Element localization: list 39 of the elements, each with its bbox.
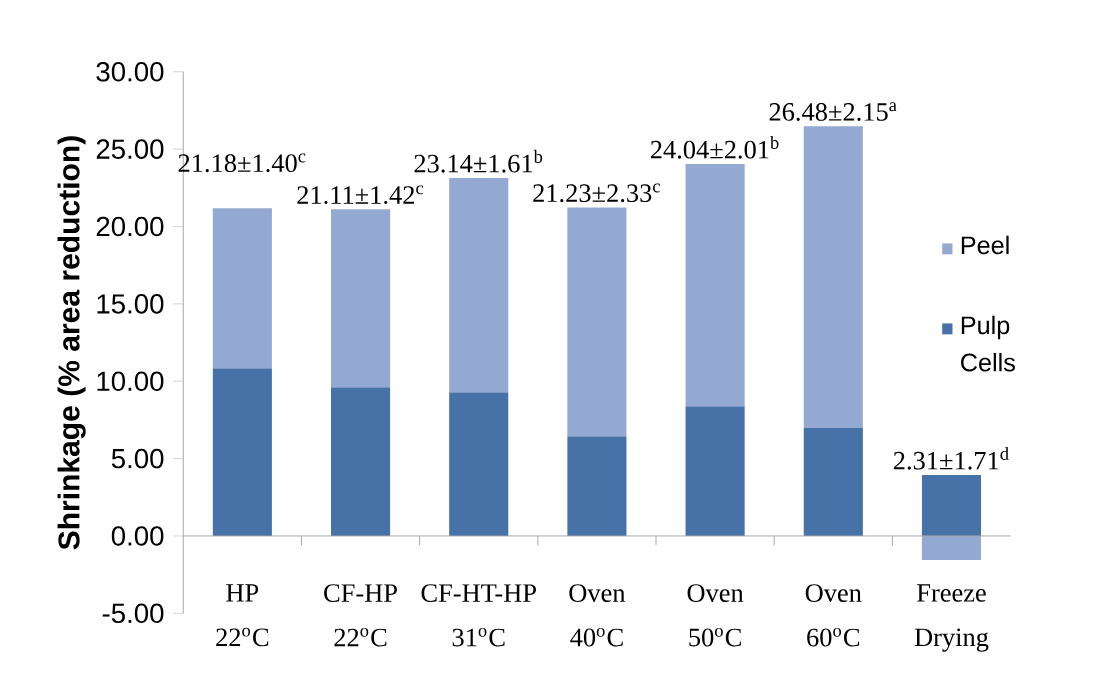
y-tick-label: 10.00	[97, 371, 164, 391]
bar	[803, 428, 863, 536]
x-tick-label: Oven 40$^{o}$C	[569, 584, 626, 647]
bar	[685, 406, 745, 536]
x-tick-label: Oven 60$^{o}$C	[805, 584, 862, 647]
y-tick-label: 30.00	[96, 61, 164, 82]
bar	[212, 368, 272, 536]
y-tick-label: 20.00	[96, 216, 164, 237]
bar	[567, 436, 627, 536]
y-tick-label: -5.00	[102, 603, 164, 624]
y-tick-label: 25.00	[96, 139, 164, 159]
legend-label: Pulp Cells	[961, 315, 1015, 372]
bar	[803, 126, 863, 429]
y-tick-label: 5.00	[111, 448, 164, 469]
text: 23.14±1.61$^{b}$	[414, 149, 543, 173]
x-tick-label: CF-HP 22$^{o}$C	[324, 584, 397, 647]
x-tick-label: HP 22$^{o}$C	[216, 584, 269, 647]
x-tick-label: Freeze Drying	[914, 584, 989, 652]
y-tick-label: 0.00	[111, 526, 164, 546]
y-axis-title: Shrinkage (% area reduction)	[57, 136, 86, 550]
bar	[330, 387, 391, 536]
bar	[449, 392, 509, 536]
y-tick-label: 15.00	[97, 294, 164, 314]
text: 21.23±2.33$^{c}$	[533, 183, 660, 203]
bar	[685, 163, 745, 407]
bar	[330, 209, 391, 388]
text: 24.04±2.01$^{b}$	[650, 135, 779, 159]
text: 2.31±1.71$^{d}$	[893, 446, 1009, 470]
text: 21.11±1.42$^{c}$	[297, 185, 424, 204]
text: 26.48±2.15$^{a}$	[769, 102, 897, 121]
bar	[449, 177, 509, 393]
x-tick-label: Oven 50$^{o}$C	[687, 584, 744, 647]
legend-label: Peel	[961, 235, 1009, 255]
x-tick-label: CF-HT-HP 31$^{o}$C	[421, 584, 536, 647]
bar	[567, 207, 627, 437]
bar	[212, 208, 272, 369]
bar	[921, 535, 982, 560]
bar	[921, 474, 982, 536]
text: 21.18±1.40$^{c}$	[178, 153, 306, 173]
